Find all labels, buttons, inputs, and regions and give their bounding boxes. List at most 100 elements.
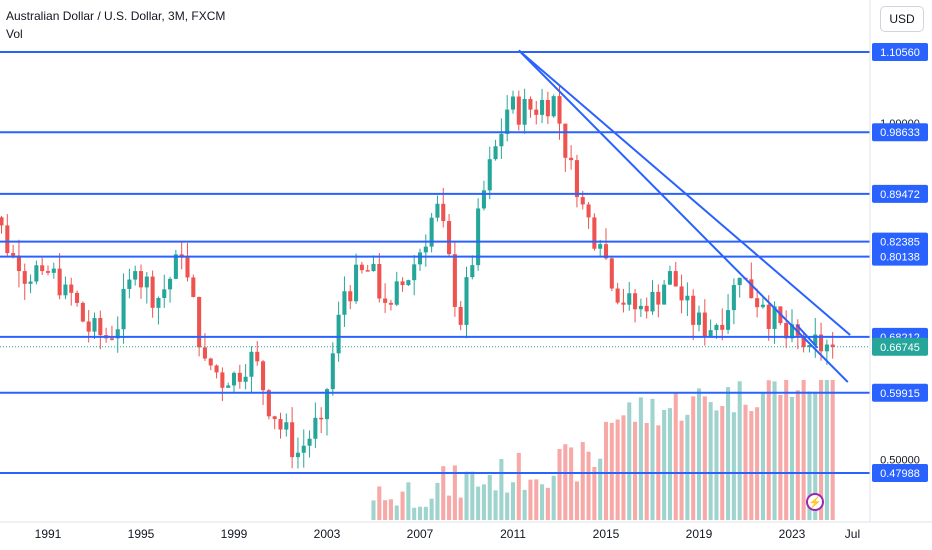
candle-body xyxy=(528,99,533,110)
level-price-label: 0.98633 xyxy=(880,127,920,139)
x-tick-label: 2023 xyxy=(779,527,806,541)
volume-bar xyxy=(819,380,824,520)
candle-body xyxy=(563,123,568,158)
volume-bar xyxy=(638,397,643,520)
candle-body xyxy=(226,385,231,388)
volume-bar xyxy=(673,392,678,520)
volume-bar xyxy=(760,392,765,520)
candle-body xyxy=(447,221,452,255)
volume-bar xyxy=(417,506,423,520)
candle-body xyxy=(377,264,382,299)
x-tick-label: 1999 xyxy=(221,527,248,541)
candle-body xyxy=(342,291,347,315)
lightning-icon[interactable]: ⚡ xyxy=(806,493,824,511)
volume-bar xyxy=(598,458,603,520)
volume-bar xyxy=(691,396,696,520)
current-price-label: 0.66745 xyxy=(880,342,920,354)
candle-body xyxy=(633,293,638,310)
volume-bar xyxy=(586,451,591,520)
candle-body xyxy=(406,280,411,286)
candle-body xyxy=(51,268,56,273)
symbol-title: Australian Dollar / U.S. Dollar, 3M, FXC… xyxy=(6,9,226,23)
x-tick-label: 2015 xyxy=(593,527,620,541)
volume-bar xyxy=(470,471,475,520)
candle-body xyxy=(290,422,295,458)
candle-body xyxy=(609,258,614,289)
candle-body xyxy=(69,284,74,293)
level-price-label: 0.89472 xyxy=(880,189,920,201)
candle-body xyxy=(220,372,225,388)
candle-body xyxy=(127,279,132,289)
x-tick-label: 2007 xyxy=(407,527,434,541)
volume-bar xyxy=(766,380,771,520)
horizontal-levels[interactable] xyxy=(0,51,870,474)
volume-bar xyxy=(615,419,620,520)
candle-body xyxy=(429,217,434,247)
candle-body xyxy=(28,281,33,284)
candle-body xyxy=(789,324,795,339)
x-tick-label: 1991 xyxy=(35,527,62,541)
volume-bar xyxy=(388,499,393,520)
candle-body xyxy=(603,244,609,259)
candle-body xyxy=(185,257,190,278)
candle-body xyxy=(702,312,707,336)
candle-body xyxy=(720,324,725,330)
candle-body xyxy=(150,276,155,308)
candle-body xyxy=(371,264,376,272)
volume-bar xyxy=(487,474,492,520)
volume-bar xyxy=(708,402,713,520)
candle-body xyxy=(115,329,120,339)
level-price-tag xyxy=(872,383,928,402)
volume-bar xyxy=(545,487,550,520)
level-price-label: 0.80138 xyxy=(880,252,920,264)
candle-body xyxy=(313,417,318,439)
candle-body xyxy=(324,389,330,420)
candle-body xyxy=(11,253,16,256)
volume-bar xyxy=(441,466,446,520)
trend-lines[interactable] xyxy=(518,49,851,383)
candle-body xyxy=(708,330,713,336)
candle-body xyxy=(650,291,655,312)
candle-body xyxy=(592,217,597,249)
level-price-tag xyxy=(872,184,928,203)
volume-bar xyxy=(679,420,684,520)
volume-bar xyxy=(650,398,655,520)
candle-body xyxy=(487,159,492,191)
candle-body xyxy=(191,277,196,297)
candle-body xyxy=(580,197,585,205)
volume-bar xyxy=(731,412,736,520)
currency-button[interactable]: USD xyxy=(880,6,924,32)
volume-bar xyxy=(464,471,469,520)
candle-body xyxy=(656,291,661,305)
candle-body xyxy=(214,365,219,373)
volume-bar xyxy=(516,452,521,520)
current-price-tag xyxy=(872,337,928,356)
volume-bar xyxy=(627,402,632,520)
volume-bar xyxy=(447,495,452,520)
candle-body xyxy=(261,361,266,391)
candle-body xyxy=(772,306,777,329)
candle-body xyxy=(586,204,591,218)
candle-body xyxy=(197,296,202,348)
volume-bar xyxy=(406,482,411,520)
candle-body xyxy=(470,265,475,278)
level-price-tag xyxy=(872,123,928,142)
candle-body xyxy=(400,281,405,286)
volume-bar xyxy=(458,497,463,520)
trend-line xyxy=(795,324,819,349)
candle-body xyxy=(330,353,335,390)
candle-body xyxy=(505,109,510,134)
candle-body xyxy=(243,376,248,382)
candle-body xyxy=(92,317,97,332)
candle-body xyxy=(691,295,696,325)
candle-body xyxy=(354,264,359,302)
y-tick-label: 0.50000 xyxy=(880,454,920,466)
time-axis[interactable]: 1991 1995 1999 2003 2007 2011 2015 2019 2023 Jul xyxy=(35,527,860,541)
volume-bar xyxy=(720,406,725,520)
candle-body xyxy=(133,271,138,280)
candle-body xyxy=(0,217,4,226)
candle-body xyxy=(731,285,736,311)
volume-bars xyxy=(371,380,835,520)
candle-body xyxy=(22,271,27,284)
